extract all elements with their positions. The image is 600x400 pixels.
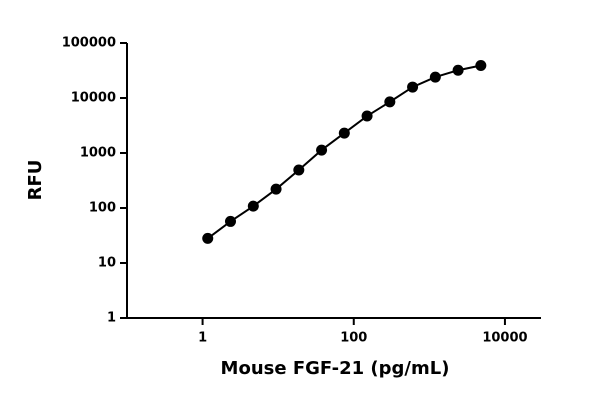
data-point (452, 64, 464, 76)
data-point (247, 200, 259, 212)
x-tick-label: 100 (340, 331, 367, 346)
y-tick-label: 10000 (71, 91, 116, 106)
data-point (316, 144, 328, 156)
y-tick-label: 1000 (80, 146, 116, 161)
data-point (475, 59, 487, 71)
y-axis-title: RFU (25, 160, 46, 201)
y-tick-label: 10 (98, 256, 116, 271)
fit-curve (207, 64, 482, 240)
x-tick-label: 1 (198, 331, 207, 346)
data-point (407, 81, 419, 93)
y-tick-label: 100 (89, 201, 116, 216)
data-point (202, 232, 214, 244)
data-point (384, 96, 396, 108)
data-point (429, 71, 441, 83)
data-point (224, 215, 236, 227)
data-point (293, 164, 305, 176)
y-tick-label: 1 (107, 311, 116, 326)
data-point (338, 127, 350, 139)
y-tick-label: 100000 (62, 36, 116, 51)
x-axis-title: Mouse FGF-21 (pg/mL) (221, 358, 450, 379)
data-point (270, 183, 282, 195)
x-tick-label: 10000 (482, 331, 527, 346)
data-point (361, 110, 373, 122)
